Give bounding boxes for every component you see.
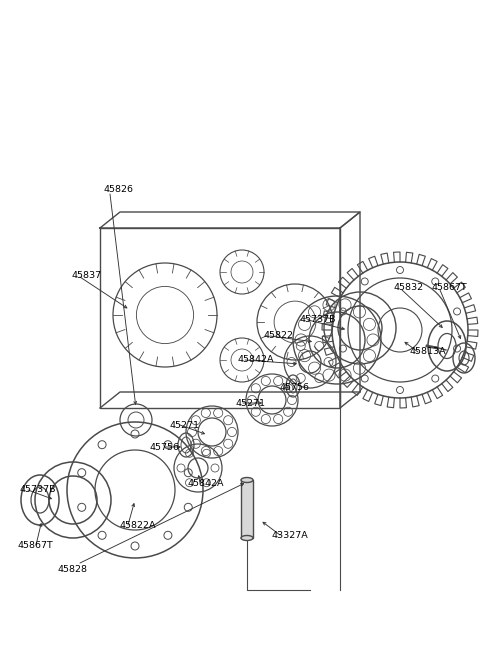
Ellipse shape [241, 478, 253, 483]
Text: 45826: 45826 [103, 186, 133, 194]
Text: 45867T: 45867T [18, 541, 54, 550]
Text: 45867T: 45867T [432, 283, 468, 293]
Text: 45828: 45828 [57, 565, 87, 575]
Text: 45271: 45271 [170, 420, 200, 430]
Text: 45756: 45756 [150, 443, 180, 451]
Text: 45756: 45756 [280, 384, 310, 392]
Text: 45813A: 45813A [410, 348, 446, 356]
Bar [241, 480, 253, 538]
Text: 45737B: 45737B [300, 316, 336, 325]
Text: 45842A: 45842A [188, 478, 225, 487]
Text: 45822: 45822 [263, 331, 293, 340]
Text: 45822A: 45822A [120, 520, 156, 529]
Text: 45737B: 45737B [20, 485, 57, 495]
Text: 45271: 45271 [235, 398, 265, 407]
Text: 43327A: 43327A [272, 531, 309, 539]
Text: 45842A: 45842A [238, 356, 275, 365]
Text: 45837: 45837 [72, 270, 102, 279]
Bar [100, 228, 340, 408]
Ellipse shape [241, 535, 253, 541]
Text: 45832: 45832 [393, 283, 423, 293]
